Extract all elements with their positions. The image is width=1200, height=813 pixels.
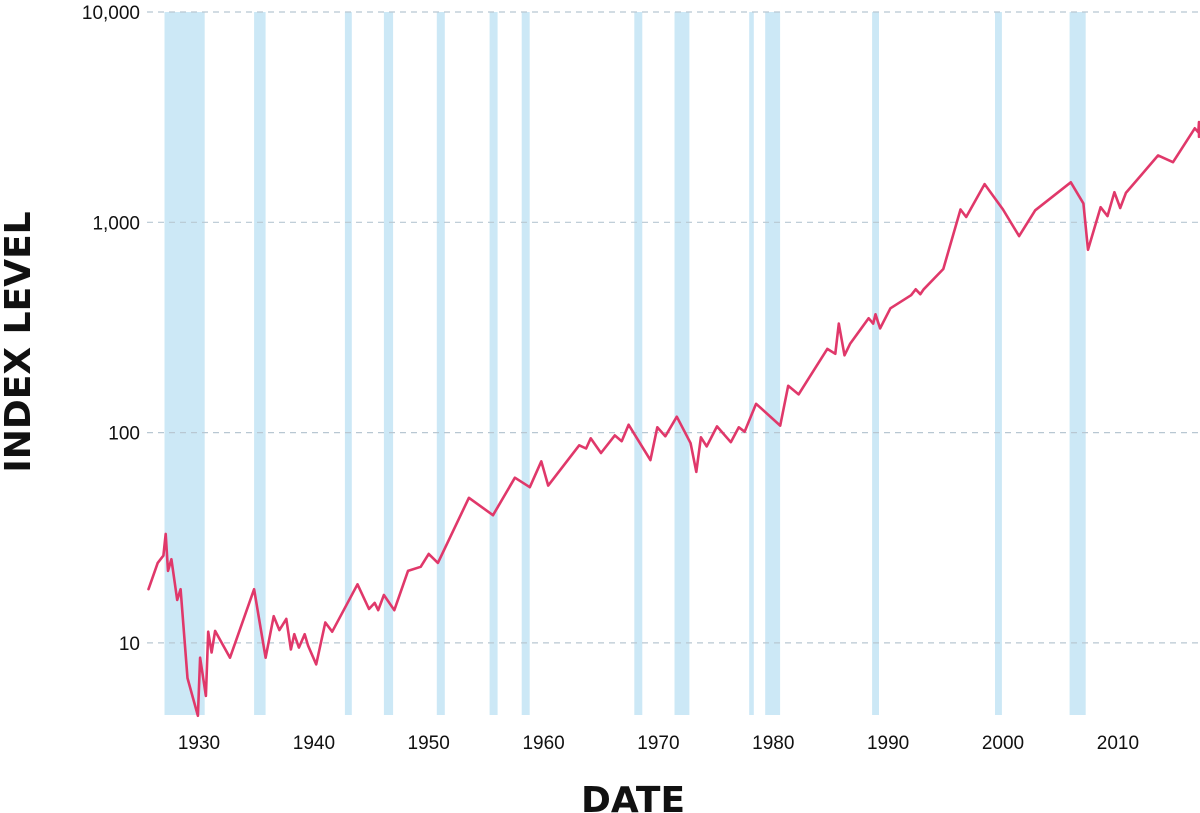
- x-tick-label: 1970: [637, 733, 679, 754]
- shaded-period-12: [872, 12, 879, 715]
- shaded-period-11: [765, 12, 781, 715]
- shaded-period-8: [634, 12, 643, 715]
- y-tick-label: 10,000: [82, 3, 140, 24]
- shaded-period-9: [674, 12, 690, 715]
- x-tick-label: 1990: [867, 733, 909, 754]
- x-axis-title: DATE: [581, 780, 685, 813]
- gridlines: [147, 11, 1199, 644]
- y-tick-label: 10: [119, 634, 140, 655]
- shaded-period-3: [344, 12, 352, 715]
- y-tick-label: 100: [108, 424, 140, 445]
- shaded-period-13: [995, 12, 1002, 715]
- x-tick-label: 1950: [408, 733, 450, 754]
- x-tick-label: 2010: [1097, 733, 1139, 754]
- shaded-period-2: [254, 12, 266, 715]
- x-tick-label: 2000: [982, 733, 1024, 754]
- y-axis-title: INDEX LEVEL: [0, 211, 39, 472]
- series-line-1: [147, 120, 1200, 718]
- shaded-period-6: [489, 12, 498, 715]
- shaded-period-4: [383, 12, 394, 715]
- x-tick-label: 1940: [293, 733, 335, 754]
- x-tick-label: 1930: [178, 733, 220, 754]
- x-tick-label: 1980: [752, 733, 794, 754]
- series-group: [147, 120, 1200, 718]
- shaded-periods: [164, 12, 1086, 715]
- x-tick-labels: 1930 1940 1950 1960 1970 1980 1990 2000 2010: [178, 733, 1139, 754]
- shaded-period-5: [436, 12, 445, 715]
- shaded-period-14: [1069, 12, 1086, 715]
- y-tick-label: 1,000: [92, 213, 140, 234]
- shaded-period-1: [164, 12, 205, 715]
- shaded-period-7: [521, 12, 530, 715]
- x-tick-label: 1960: [522, 733, 564, 754]
- y-tick-labels: 10 100 1,000 10,000: [82, 3, 140, 655]
- shaded-period-10: [749, 12, 754, 715]
